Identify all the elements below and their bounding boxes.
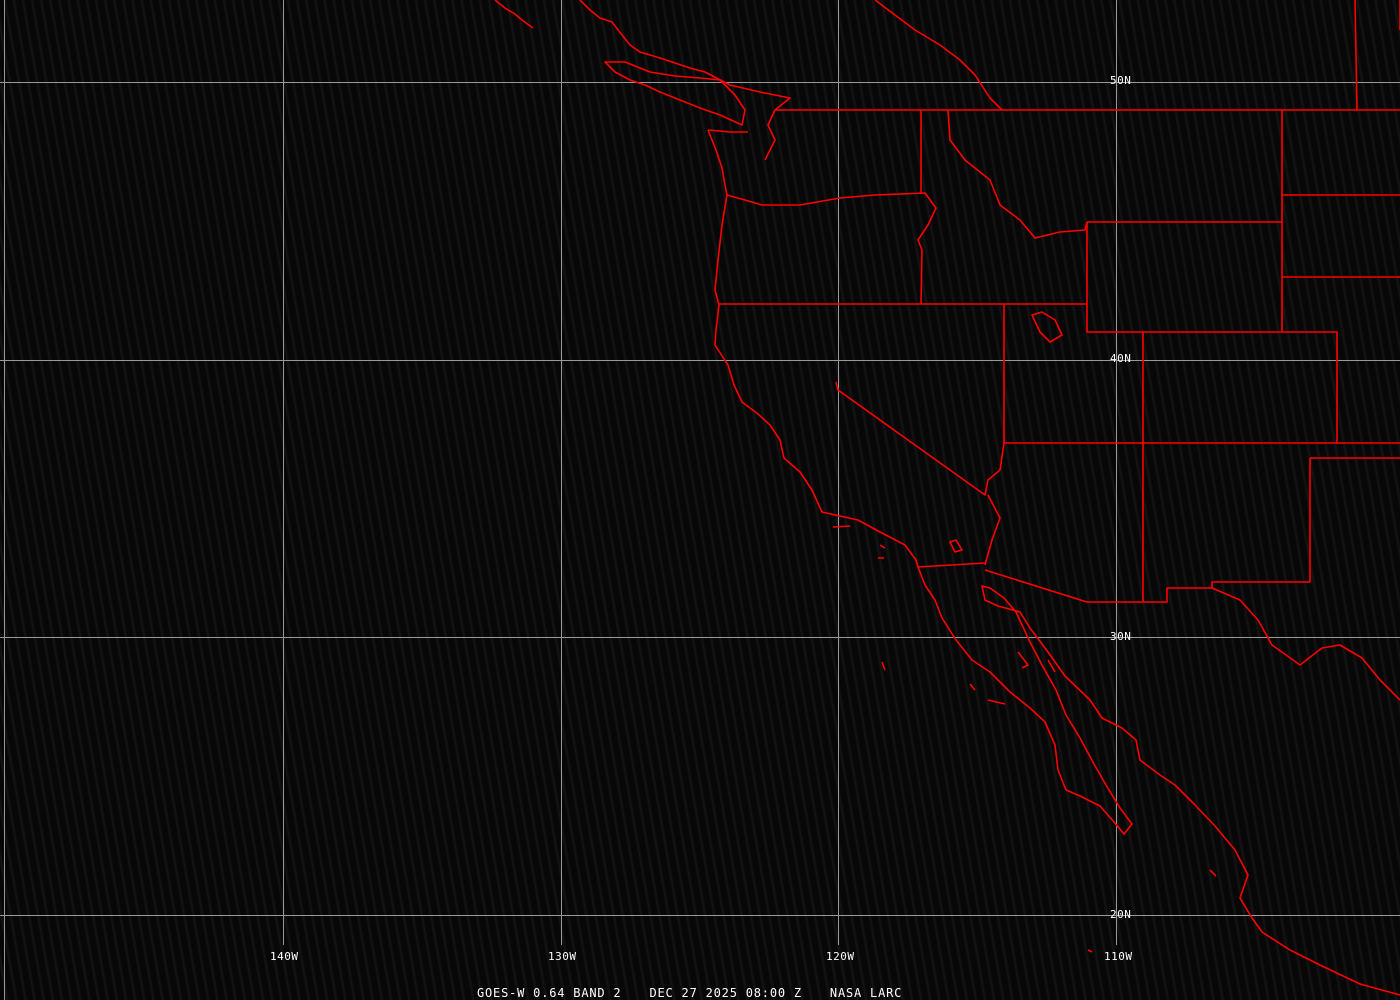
coastline-west: [707, 109, 1400, 996]
lat-label-20n: 20N: [1110, 908, 1132, 921]
ca-nv-border: [835, 381, 1005, 568]
lat-label-40n: 40N: [1110, 352, 1132, 365]
canada-border: [775, 0, 1400, 111]
image-caption: GOES-W 0.64 BAND 2 DEC 27 2025 08:00 Z NAS…: [477, 986, 930, 1000]
mexico-us-border-east: [1211, 587, 1400, 701]
source-label: NASA LARC: [829, 986, 903, 1000]
lon-label-130w: 130W: [548, 950, 577, 963]
great-salt-lake: [1031, 311, 1063, 343]
islands-baja: [881, 651, 1217, 953]
lat-label-50n: 50N: [1110, 74, 1132, 87]
coastline-bc-north: [494, 0, 791, 111]
bc-alberta-border: [874, 0, 1003, 111]
datetime-label: DEC 27 2025 08:00 Z: [649, 986, 802, 1000]
lat-label-30n: 30N: [1110, 630, 1132, 643]
channel-islands: [832, 525, 886, 559]
lon-label-120w: 120W: [826, 950, 855, 963]
wa-or-border: [726, 192, 937, 305]
vancouver-island: [604, 61, 746, 126]
idaho-montana-border: [947, 109, 1088, 239]
state-lines: [718, 110, 1400, 603]
lon-label-140w: 140W: [270, 950, 299, 963]
boundaries: [494, 0, 1400, 996]
product-label: GOES-W 0.64 BAND 2: [477, 986, 622, 1000]
lon-label-110w: 110W: [1104, 950, 1133, 963]
salton-sea: [949, 539, 963, 553]
